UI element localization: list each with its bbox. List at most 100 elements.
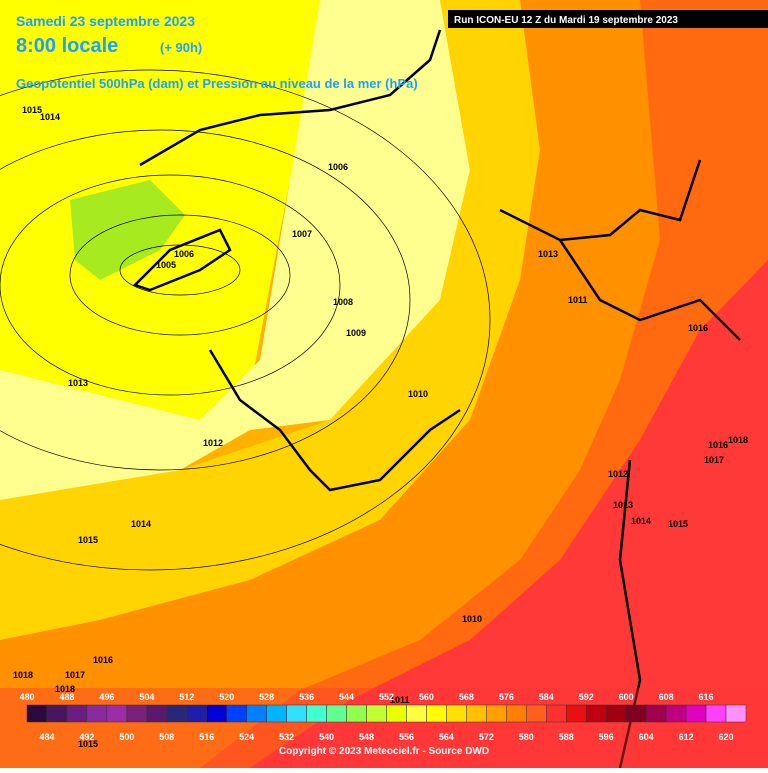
band bbox=[0, 0, 470, 520]
legend-swatch bbox=[206, 704, 227, 723]
isobar-label: 1010 bbox=[408, 389, 428, 399]
legend-swatch bbox=[665, 704, 687, 723]
isobar-label: 1017 bbox=[65, 670, 85, 680]
legend-swatch bbox=[546, 704, 567, 723]
borders bbox=[132, 29, 741, 769]
legend-swatch bbox=[685, 704, 707, 723]
legend-label: 500 bbox=[119, 732, 134, 742]
isobar-label: 1014 bbox=[131, 519, 151, 529]
isobar-label: 1013 bbox=[68, 378, 88, 388]
legend-label: 512 bbox=[179, 692, 194, 702]
legend-swatch bbox=[86, 704, 108, 723]
legend-label: 580 bbox=[519, 732, 534, 742]
isobar-label: 1016 bbox=[688, 323, 708, 333]
isobar-label: 1013 bbox=[538, 249, 558, 259]
legend-label: 612 bbox=[679, 732, 694, 742]
legend: 480 484 488 492 496 500 504 508 512 516 520 524 528 5… bbox=[19, 692, 747, 742]
legend-label: 596 bbox=[599, 732, 614, 742]
run: Run ICON-EU 12 Z du Mardi 19 septembre 2… bbox=[454, 15, 678, 26]
isobar-label: 1016 bbox=[93, 655, 113, 665]
legend-label: 604 bbox=[639, 732, 654, 742]
legend-swatch bbox=[26, 704, 48, 723]
legend-label: 484 bbox=[39, 732, 54, 742]
isobar-labels: 1015101410061007100610051008100910131011… bbox=[13, 105, 748, 749]
legend-bg bbox=[0, 688, 768, 768]
legend-swatch bbox=[126, 704, 148, 723]
isobar-label: 1010 bbox=[462, 614, 482, 624]
run-box bbox=[448, 10, 768, 28]
legend-swatch bbox=[246, 704, 267, 723]
legend-swatch bbox=[466, 704, 487, 723]
legend-label: 528 bbox=[259, 692, 274, 702]
legend-swatch bbox=[186, 704, 207, 723]
legend-swatch bbox=[106, 704, 128, 723]
isobar-label: 1015 bbox=[22, 105, 42, 115]
legend-label: 488 bbox=[59, 692, 74, 702]
legend-swatch bbox=[346, 704, 367, 723]
isobar-label: 1011 bbox=[390, 695, 410, 705]
legend-swatch bbox=[446, 704, 467, 723]
legend-swatch bbox=[406, 704, 427, 723]
legend-swatch bbox=[166, 704, 188, 723]
isobar-label: 1014 bbox=[631, 516, 651, 526]
legend-swatch bbox=[66, 704, 88, 723]
isobar-label: 1006 bbox=[328, 162, 348, 172]
legend-swatch bbox=[226, 704, 247, 723]
legend-swatch bbox=[266, 704, 287, 723]
legend-swatch bbox=[426, 704, 447, 723]
legend-swatch bbox=[526, 704, 547, 723]
legend-label: 584 bbox=[539, 692, 554, 702]
title: Geopotentiel 500hPa (dam) et Pression au… bbox=[16, 76, 418, 91]
legend-swatch bbox=[286, 704, 307, 723]
lead: (+ 90h) bbox=[160, 40, 202, 55]
legend-swatch bbox=[645, 704, 667, 723]
legend-label: 544 bbox=[339, 692, 354, 702]
legend-swatch bbox=[326, 704, 347, 723]
isobars bbox=[0, 69, 491, 571]
time: 8:00 locale bbox=[16, 35, 118, 57]
legend-label: 516 bbox=[199, 732, 214, 742]
legend-swatch bbox=[725, 704, 747, 723]
legend-label: 572 bbox=[479, 732, 494, 742]
isobar-label: 1018 bbox=[728, 435, 748, 445]
legend-swatch bbox=[605, 704, 627, 723]
legend-swatch bbox=[146, 704, 168, 723]
legend-label: 548 bbox=[359, 732, 374, 742]
isobar-label: 1009 bbox=[346, 328, 366, 338]
date: Samedi 23 septembre 2023 bbox=[16, 13, 195, 29]
legend-label: 520 bbox=[219, 692, 234, 702]
legend-swatch bbox=[585, 704, 607, 723]
band bbox=[70, 180, 185, 280]
legend-swatch bbox=[366, 704, 387, 723]
isobar-label: 1016 bbox=[708, 440, 728, 450]
band bbox=[0, 0, 540, 640]
isobar-label: 1015 bbox=[668, 519, 688, 529]
isobar-label: 1006 bbox=[174, 249, 194, 259]
legend-label: 560 bbox=[419, 692, 434, 702]
legend-swatch bbox=[46, 704, 68, 723]
isobar-label: 1011 bbox=[568, 295, 588, 305]
legend-label: 588 bbox=[559, 732, 574, 742]
isobar-label: 1014 bbox=[40, 112, 60, 122]
legend-label: 552 bbox=[379, 692, 394, 702]
legend-swatch bbox=[506, 704, 527, 723]
isobar-label: 1013 bbox=[613, 500, 633, 510]
legend-label: 620 bbox=[719, 732, 734, 742]
legend-label: 480 bbox=[19, 692, 34, 702]
legend-label: 492 bbox=[79, 732, 94, 742]
legend-swatch bbox=[566, 704, 587, 723]
band bbox=[250, 260, 768, 768]
legend-label: 496 bbox=[99, 692, 114, 702]
isobar-label: 1012 bbox=[608, 469, 628, 479]
legend-swatch bbox=[306, 704, 327, 723]
footer: Copyright © 2023 Meteociel.fr - Source D… bbox=[279, 746, 489, 757]
isobar-label: 1015 bbox=[78, 739, 98, 749]
isobar-label: 1012 bbox=[203, 438, 223, 448]
legend-label: 564 bbox=[439, 732, 454, 742]
legend-label: 608 bbox=[659, 692, 674, 702]
legend-label: 504 bbox=[139, 692, 154, 702]
isobar-label: 1017 bbox=[704, 455, 724, 465]
legend-swatch bbox=[705, 704, 727, 723]
